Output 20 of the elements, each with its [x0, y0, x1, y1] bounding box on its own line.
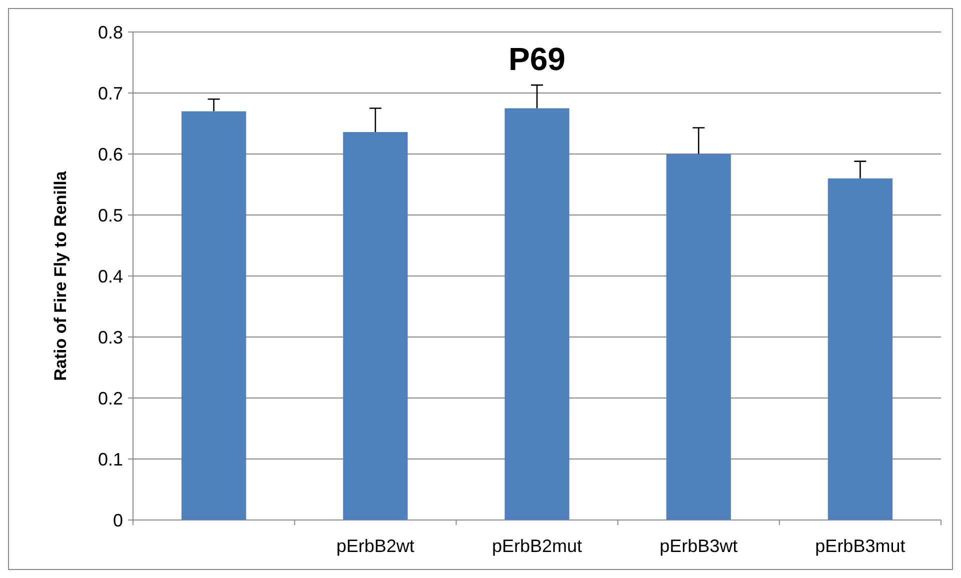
bar [343, 132, 408, 520]
y-tick-label: 0 [112, 510, 123, 530]
y-tick-label: 0.5 [98, 205, 123, 226]
x-tick-label: pErbB3mut [815, 536, 906, 556]
y-tick-label: 0.8 [98, 22, 123, 42]
bar [504, 108, 570, 520]
y-tick-label: 0.1 [98, 449, 123, 470]
bar [828, 178, 893, 520]
x-tick-label: pErbB2mut [492, 536, 582, 556]
y-tick-label: 0.3 [98, 327, 123, 348]
y-tick-label: 0.2 [98, 388, 123, 408]
bar [666, 154, 731, 520]
y-axis-title: Ratio of Fire Fly to Renilla [51, 170, 70, 381]
x-tick-label: pErbB3wt [660, 536, 738, 556]
y-tick-label: 0.7 [98, 83, 123, 104]
bar [181, 111, 246, 520]
chart-title: P69 [508, 41, 566, 77]
y-tick-label: 0.4 [98, 266, 123, 286]
x-tick-label: pErbB2wt [336, 536, 414, 556]
y-tick-label: 0.6 [98, 144, 123, 164]
